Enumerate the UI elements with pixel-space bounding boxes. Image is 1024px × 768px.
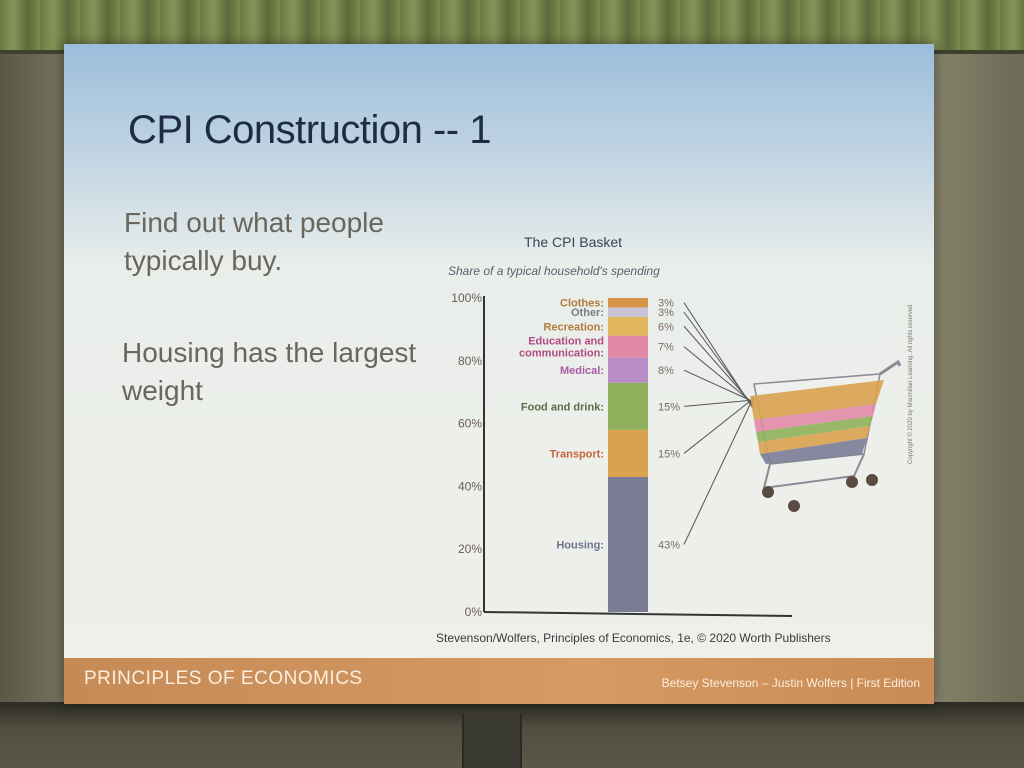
projected-slide: CPI Construction -- 1 Find out what peop… [64,44,934,704]
segment-label: Clothes: [560,298,604,310]
segment-label: Recreation: [543,321,604,333]
chart-title: The CPI Basket [524,234,622,250]
cart-wheel [762,486,774,498]
chart-subtitle: Share of a typical household's spending [448,264,660,278]
segment-percentage: 6% [658,321,674,333]
slide-title: CPI Construction -- 1 [128,108,491,152]
segment-label: Housing: [556,539,604,551]
leader-line [683,399,755,407]
segment-label: Education and communication: [519,336,604,360]
leader-line [683,395,755,545]
y-tick-labels: 0% 20% 40% 60% 80% 100% [451,291,482,619]
leader-line [683,346,755,405]
leader-line [683,369,755,403]
cart-wheel [788,500,800,512]
segment-percentage: 7% [658,342,674,354]
chart-credit: Stevenson/Wolfers, Principles of Economi… [436,631,831,645]
y-tick-label: 0% [465,605,483,619]
leader-line [683,397,755,454]
segment-percentages: 43% 15% 15% 8% 7% 6% 3%3% [658,298,680,552]
footer-authors: Betsey Stevenson – Justin Wolfers | Firs… [661,676,920,690]
y-tick-label: 20% [458,542,482,556]
cart-wheel [866,474,878,486]
footer-course-title: PRINCIPLES OF ECONOMICS [84,668,363,689]
segment-label: Other: [571,307,604,319]
leader-lines [683,302,755,545]
bar-segment [608,429,648,477]
bar-segment [608,316,648,336]
segment-percentage: 15% [658,401,680,413]
bar-segment [608,335,648,358]
bullet-housing-weight: Housing has the largest weight [122,337,417,406]
segment-labels: Housing: Transport: Food and drink: Medical… [519,298,604,552]
bar-segment [608,298,648,308]
segment-percentage: 8% [658,365,674,377]
side-copyright: Copyright © 2020 by Macmillan Learning. … [908,304,914,465]
segment-percentage: 3% [658,307,674,319]
bar-segment [608,382,648,430]
segment-percentage: 15% [658,448,680,460]
leader-line [683,302,755,411]
x-axis [483,611,793,617]
segment-label: Transport: [550,448,604,460]
cpi-basket-chart: The CPI Basket Share of a typical househ… [436,234,902,645]
bullet-what-people-buy: Find out what people typically buy. [124,207,384,276]
segment-label: Medical: [560,365,604,377]
stacked-bar [608,298,648,612]
slide-footer: PRINCIPLES OF ECONOMICS Betsey Stevenson… [64,658,934,704]
bar-segment [608,307,648,317]
cart-wheel [846,476,858,488]
y-tick-label: 80% [458,354,482,368]
y-tick-label: 60% [458,417,482,431]
segment-label: Food and drink: [521,401,604,413]
segment-percentage: 3% [658,298,674,310]
bar-segment [608,476,648,612]
y-tick-label: 100% [451,291,482,305]
board-seam [462,714,522,768]
bar-segment [608,357,648,383]
shopping-cart-illustration [683,302,902,545]
y-tick-label: 40% [458,479,482,493]
segment-percentage: 43% [658,539,680,551]
